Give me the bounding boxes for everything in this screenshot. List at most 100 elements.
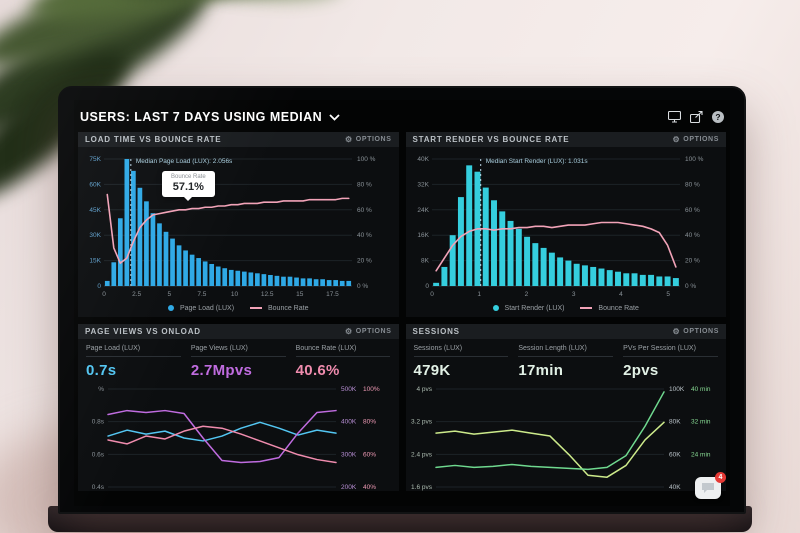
options-button[interactable]: ⚙ OPTIONS — [345, 327, 392, 336]
metric-value: 0.7s — [86, 362, 117, 379]
metric-label: Sessions (LUX) — [413, 345, 509, 357]
svg-text:75K: 75K — [89, 156, 101, 163]
metric-page-load: Page Load (LUX) 0.7s — [86, 345, 181, 379]
panel-title: LOAD TIME VS BOUNCE RATE — [85, 135, 222, 144]
svg-text:40 %: 40 % — [685, 232, 700, 239]
legend-label: Bounce Rate — [268, 305, 309, 312]
panel-grid: LOAD TIME VS BOUNCE RATE ⚙ OPTIONS 75K 60… — [74, 132, 730, 491]
start-render-chart[interactable]: 40K 32K 24K 16K 8K 0 100 % 80 % 60 % 40 % 20 % 0 % M… — [406, 147, 716, 299]
svg-text:20 %: 20 % — [357, 258, 372, 265]
header-icons: ? — [668, 111, 724, 123]
svg-text:17.5: 17.5 — [326, 291, 339, 298]
sessions-chart[interactable]: 4 pvs 100K 40 min 3.2 pvs 80K 32 min 2.4 pvs 60… — [406, 381, 716, 491]
panel-header: START RENDER VS BOUNCE RATE ⚙ OPTIONS — [405, 132, 726, 147]
page-title: USERS: LAST 7 DAYS USING MEDIAN — [80, 110, 323, 124]
svg-text:60 %: 60 % — [357, 207, 372, 214]
options-label: OPTIONS — [683, 136, 719, 143]
metric-value: 2.7Mpvs — [190, 362, 253, 379]
legend-label: Start Render (LUX) — [504, 305, 565, 312]
export-icon[interactable] — [690, 111, 703, 123]
plant-leaf — [180, 0, 344, 4]
svg-text:Median Start Render (LUX): 1.0: Median Start Render (LUX): 1.031s — [485, 158, 588, 165]
svg-text:100 %: 100 % — [685, 156, 704, 163]
svg-text:80 %: 80 % — [685, 181, 700, 188]
dashboard: USERS: LAST 7 DAYS USING MEDIAN ? — [74, 100, 730, 506]
options-button[interactable]: ⚙ OPTIONS — [673, 327, 720, 336]
svg-text:80K: 80K — [669, 419, 681, 426]
svg-text:100K: 100K — [669, 386, 685, 393]
metric-bounce-rate: Bounce Rate (LUX) 40.6% — [295, 345, 391, 379]
panel-header: LOAD TIME VS BOUNCE RATE ⚙ OPTIONS — [78, 132, 399, 147]
svg-text:500K: 500K — [341, 386, 357, 393]
chevron-down-icon — [329, 113, 340, 121]
tooltip-label: Bounce Rate — [171, 174, 206, 180]
svg-text:2.5: 2.5 — [132, 291, 141, 298]
svg-text:300K: 300K — [341, 451, 357, 458]
legend-item: Page Load (LUX) — [168, 305, 234, 312]
options-label: OPTIONS — [355, 136, 392, 143]
chart-area: 75K 60K 45K 30K 15K 0 100 % 80 % 60 % 40 % 20 % 0 %… — [78, 147, 399, 304]
svg-text:8K: 8K — [421, 258, 430, 265]
svg-text:100%: 100% — [363, 386, 380, 393]
metric-value: 40.6% — [295, 362, 340, 379]
svg-text:7.5: 7.5 — [197, 291, 206, 298]
metric-label: Session Length (LUX) — [518, 345, 614, 357]
metrics-row: Page Load (LUX) 0.7s Page Views (LUX) 2.… — [78, 339, 399, 381]
svg-text:400K: 400K — [341, 419, 357, 426]
svg-text:15K: 15K — [89, 258, 101, 265]
svg-text:0: 0 — [102, 291, 106, 298]
svg-text:24 min: 24 min — [691, 451, 711, 458]
legend-line-icon — [250, 307, 263, 310]
load-time-chart[interactable]: 75K 60K 45K 30K 15K 0 100 % 80 % 60 % 40 % 20 % 0 %… — [78, 147, 388, 299]
panel-load-time: LOAD TIME VS BOUNCE RATE ⚙ OPTIONS 75K 60… — [78, 132, 399, 317]
legend-dot-icon — [168, 305, 174, 312]
svg-text:60%: 60% — [363, 451, 376, 458]
metric-pvs-per-session: PVs Per Session (LUX) 2pvs — [623, 345, 718, 379]
metric-sessions: Sessions (LUX) 479K — [413, 345, 509, 379]
metric-value: 479K — [413, 362, 451, 379]
chat-icon — [702, 483, 714, 493]
svg-text:2: 2 — [524, 291, 528, 298]
panel-title: SESSIONS — [412, 327, 460, 336]
svg-text:0.6s: 0.6s — [92, 451, 105, 458]
svg-text:10: 10 — [231, 291, 239, 298]
legend-item: Bounce Rate — [580, 305, 639, 312]
svg-text:0.4s: 0.4s — [92, 484, 105, 491]
metrics-row: Sessions (LUX) 479K Session Length (LUX)… — [406, 339, 727, 381]
onload-chart[interactable]: % 500K 100% 0.8s 400K 80% 0.6s 300K 60% 0.4s 200K 4… — [78, 381, 388, 491]
metric-page-views: Page Views (LUX) 2.7Mpvs — [190, 345, 286, 379]
notification-badge: 4 — [715, 472, 726, 483]
display-icon[interactable] — [668, 111, 681, 123]
svg-text:40K: 40K — [417, 156, 429, 163]
svg-text:0: 0 — [97, 283, 101, 290]
svg-text:32K: 32K — [417, 181, 429, 188]
legend-item: Bounce Rate — [250, 305, 308, 312]
chat-button[interactable]: 4 — [695, 472, 726, 499]
svg-text:%: % — [98, 386, 104, 393]
help-icon[interactable]: ? — [712, 111, 724, 123]
svg-text:Median Page Load (LUX): 2.056s: Median Page Load (LUX): 2.056s — [136, 158, 233, 165]
options-label: OPTIONS — [355, 328, 392, 335]
gear-icon: ⚙ — [345, 134, 353, 144]
svg-text:2.4 pvs: 2.4 pvs — [411, 451, 433, 458]
panel-header: SESSIONS ⚙ OPTIONS — [405, 324, 726, 339]
metric-label: Page Load (LUX) — [86, 345, 181, 357]
bounce-rate-tooltip: Bounce Rate 57.1% — [162, 171, 215, 201]
svg-text:40%: 40% — [363, 484, 376, 491]
legend-dot-icon — [492, 305, 499, 312]
svg-text:3: 3 — [571, 291, 575, 298]
svg-text:40 min: 40 min — [691, 386, 711, 393]
users-range-selector[interactable]: USERS: LAST 7 DAYS USING MEDIAN — [80, 110, 340, 124]
options-button[interactable]: ⚙ OPTIONS — [673, 135, 720, 144]
svg-text:5: 5 — [167, 291, 171, 298]
svg-text:200K: 200K — [341, 484, 357, 491]
svg-text:30K: 30K — [89, 232, 101, 239]
panel-sessions: SESSIONS ⚙ OPTIONS Sessions (LUX) 479K S… — [405, 324, 727, 491]
options-button[interactable]: ⚙ OPTIONS — [345, 134, 392, 144]
svg-text:4 pvs: 4 pvs — [416, 386, 432, 393]
svg-text:0 %: 0 % — [685, 283, 696, 290]
metric-value: 2pvs — [623, 362, 659, 379]
svg-text:60K: 60K — [669, 451, 681, 458]
metric-label: Bounce Rate (LUX) — [295, 345, 391, 357]
